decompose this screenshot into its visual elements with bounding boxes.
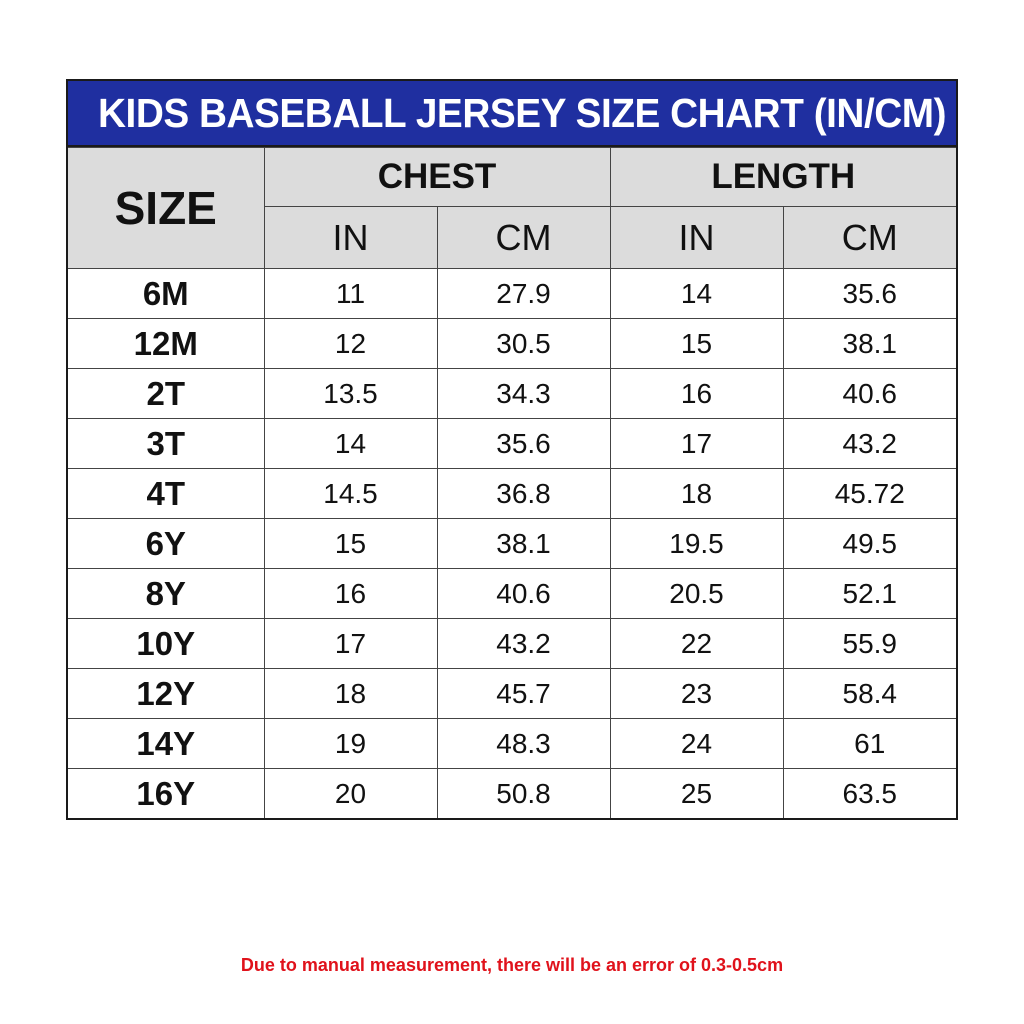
- length-in-value: 20.5: [609, 568, 784, 619]
- chest-cm-value: 50.8: [436, 768, 611, 818]
- chest-cm-value: 40.6: [436, 568, 611, 619]
- length-in-header: IN: [609, 206, 784, 269]
- chest-in-value: 12: [263, 318, 438, 369]
- length-in-value: 25: [609, 768, 784, 818]
- size-chart: KIDS BASEBALL JERSEY SIZE CHART (IN/CM) …: [66, 79, 958, 820]
- chest-in-value: 14: [263, 418, 438, 469]
- length-in-value: 23: [609, 668, 784, 719]
- table-row: 6M 11 27.9 14 35.6: [68, 268, 957, 319]
- size-value: 6M: [68, 268, 265, 319]
- chest-cm-value: 35.6: [436, 418, 611, 469]
- chest-in-value: 15: [263, 518, 438, 569]
- table-row: 16Y 20 50.8 25 63.5: [68, 768, 957, 818]
- table-row: 12Y 18 45.7 23 58.4: [68, 668, 957, 719]
- size-table: SIZE CHEST LENGTH IN CM IN CM 6M 11 27.9 14…: [68, 146, 957, 818]
- table-row: 4T 14.5 36.8 18 45.72: [68, 468, 957, 519]
- table-header: SIZE CHEST LENGTH IN CM IN CM: [68, 146, 957, 269]
- length-cm-value: 45.72: [782, 468, 957, 519]
- size-value: 2T: [68, 368, 265, 419]
- length-column-header: LENGTH: [609, 146, 957, 208]
- table-row: 2T 13.5 34.3 16 40.6: [68, 368, 957, 419]
- length-cm-value: 38.1: [782, 318, 957, 369]
- measurement-note: Due to manual measurement, there will be…: [240, 955, 784, 975]
- chest-column-header: CHEST: [263, 146, 611, 208]
- length-in-value: 15: [609, 318, 784, 369]
- size-value: 10Y: [68, 618, 265, 669]
- length-cm-value: 40.6: [782, 368, 957, 419]
- length-cm-value: 52.1: [782, 568, 957, 619]
- length-cm-value: 49.5: [782, 518, 957, 569]
- table-row: 10Y 17 43.2 22 55.9: [68, 618, 957, 669]
- chart-title: KIDS BASEBALL JERSEY SIZE CHART (IN/CM): [68, 81, 956, 147]
- table-row: 14Y 19 48.3 24 61: [68, 718, 957, 769]
- table-row: 6Y 15 38.1 19.5 49.5: [68, 518, 957, 569]
- length-in-value: 16: [609, 368, 784, 419]
- length-in-value: 22: [609, 618, 784, 669]
- length-cm-value: 55.9: [782, 618, 957, 669]
- header-row-units: IN CM IN CM: [68, 206, 957, 269]
- chest-in-value: 14.5: [263, 468, 438, 519]
- chest-cm-value: 27.9: [436, 268, 611, 319]
- size-column-header: SIZE: [68, 147, 265, 269]
- size-value: 14Y: [68, 718, 265, 769]
- table-row: 12M 12 30.5 15 38.1: [68, 318, 957, 369]
- length-in-value: 14: [609, 268, 784, 319]
- size-value: 16Y: [68, 768, 265, 818]
- chest-cm-value: 48.3: [436, 718, 611, 769]
- chest-cm-value: 30.5: [436, 318, 611, 369]
- chest-in-value: 16: [263, 568, 438, 619]
- chest-in-value: 19: [263, 718, 438, 769]
- size-value: 4T: [68, 468, 265, 519]
- length-cm-value: 63.5: [782, 768, 957, 818]
- chest-in-value: 13.5: [263, 368, 438, 419]
- size-value: 8Y: [68, 568, 265, 619]
- chest-in-header: IN: [264, 206, 438, 269]
- length-cm-header: CM: [782, 206, 957, 269]
- chest-cm-value: 45.7: [436, 668, 611, 719]
- chest-in-value: 17: [263, 618, 438, 669]
- length-cm-value: 61: [782, 718, 957, 769]
- size-value: 12Y: [68, 668, 265, 719]
- length-in-value: 17: [609, 418, 784, 469]
- chest-cm-header: CM: [436, 206, 611, 269]
- chest-in-value: 18: [263, 668, 438, 719]
- table-row: 3T 14 35.6 17 43.2: [68, 418, 957, 469]
- size-value: 3T: [68, 418, 265, 469]
- table-body: 6M 11 27.9 14 35.6 12M 12 30.5 15 38.1 2T 13.5 34.3 1…: [68, 268, 957, 818]
- chest-in-value: 11: [263, 268, 438, 319]
- chest-in-value: 20: [263, 768, 438, 818]
- length-in-value: 18: [609, 468, 784, 519]
- length-in-value: 24: [609, 718, 784, 769]
- chest-cm-value: 36.8: [436, 468, 611, 519]
- length-cm-value: 35.6: [782, 268, 957, 319]
- chest-cm-value: 34.3: [436, 368, 611, 419]
- table-row: 8Y 16 40.6 20.5 52.1: [68, 568, 957, 619]
- length-cm-value: 58.4: [782, 668, 957, 719]
- size-value: 12M: [68, 318, 265, 369]
- length-cm-value: 43.2: [782, 418, 957, 469]
- header-row-groups: SIZE CHEST LENGTH: [68, 146, 957, 269]
- chest-cm-value: 38.1: [436, 518, 611, 569]
- size-value: 6Y: [68, 518, 265, 569]
- chest-cm-value: 43.2: [436, 618, 611, 669]
- length-in-value: 19.5: [609, 518, 784, 569]
